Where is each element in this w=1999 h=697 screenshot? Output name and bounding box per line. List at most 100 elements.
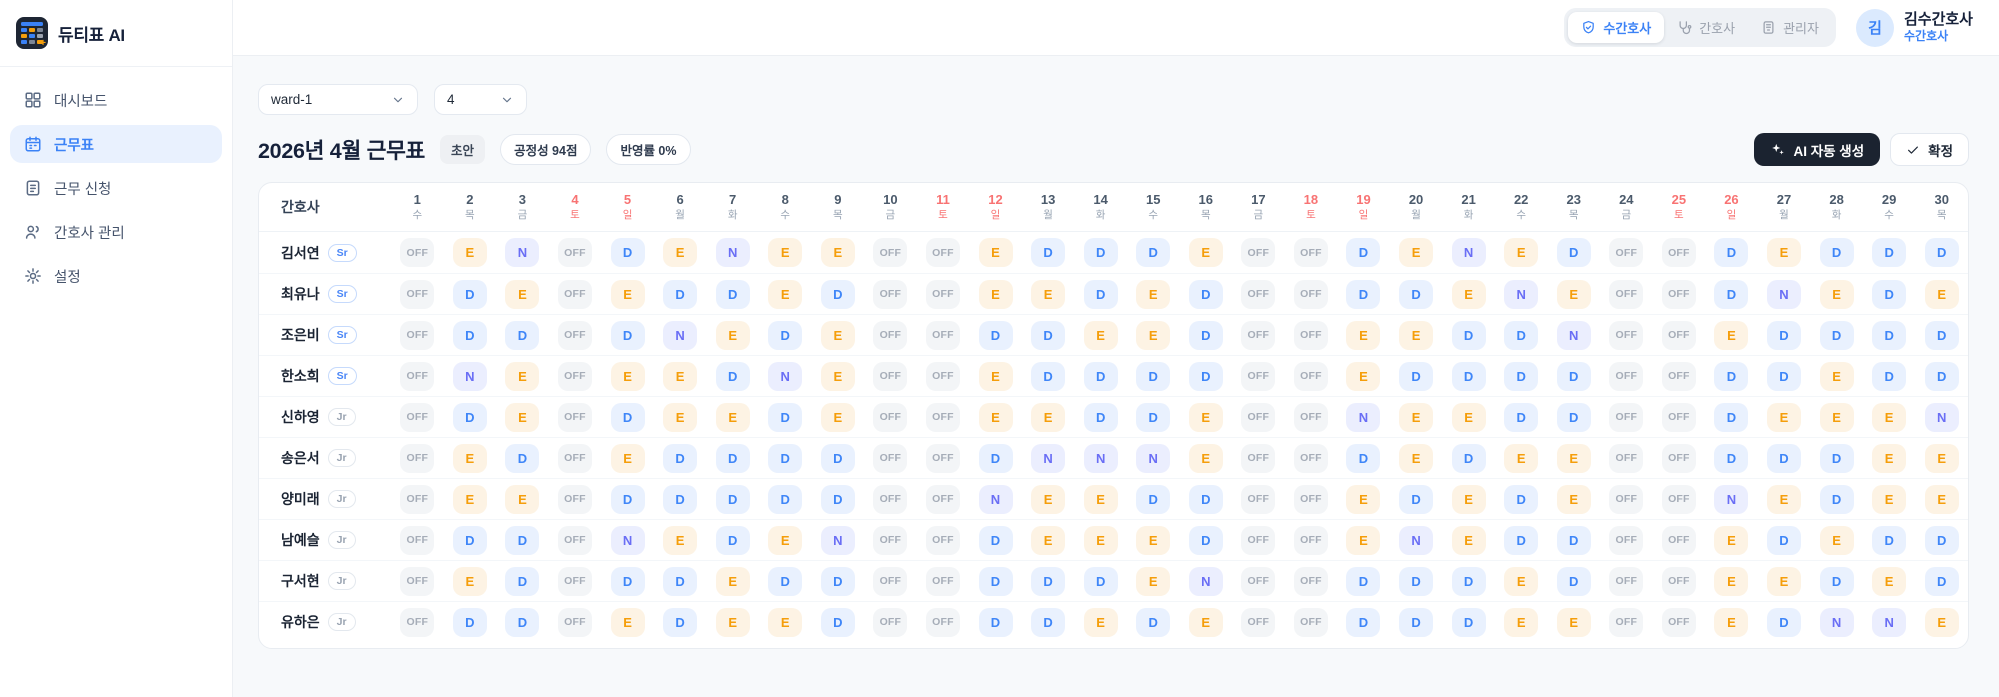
shift-badge[interactable]: D xyxy=(1346,238,1381,267)
shift-badge[interactable]: OFF xyxy=(1293,402,1328,432)
shift-badge[interactable]: E xyxy=(1399,238,1434,267)
shift-cell[interactable]: E xyxy=(1915,484,1968,514)
shift-badge[interactable]: OFF xyxy=(925,238,960,267)
shift-badge[interactable]: OFF xyxy=(1241,443,1276,473)
shift-cell[interactable]: E xyxy=(601,607,654,637)
shift-badge[interactable]: E xyxy=(610,443,645,473)
shift-cell[interactable]: D xyxy=(654,566,707,596)
shift-badge[interactable]: D xyxy=(505,320,540,350)
shift-cell[interactable]: E xyxy=(601,443,654,473)
shift-badge[interactable]: D xyxy=(1714,279,1749,309)
shift-badge[interactable]: E xyxy=(1872,484,1907,514)
shift-cell[interactable]: D xyxy=(1863,238,1916,267)
shift-cell[interactable]: E xyxy=(1705,566,1758,596)
shift-cell[interactable]: D xyxy=(706,361,759,391)
shift-badge[interactable]: D xyxy=(1714,443,1749,473)
shift-cell[interactable]: E xyxy=(496,402,549,432)
shift-badge[interactable]: N xyxy=(663,320,698,350)
shift-cell[interactable]: D xyxy=(654,484,707,514)
shift-badge[interactable]: E xyxy=(452,484,487,514)
month-select[interactable]: 4 xyxy=(434,84,527,115)
shift-badge[interactable]: E xyxy=(715,566,750,596)
shift-badge[interactable]: OFF xyxy=(1293,484,1328,514)
shift-badge[interactable]: E xyxy=(1136,279,1171,309)
shift-badge[interactable]: OFF xyxy=(1293,238,1328,267)
shift-cell[interactable]: D xyxy=(601,320,654,350)
shift-badge[interactable]: E xyxy=(1451,402,1486,432)
shift-badge[interactable]: E xyxy=(1031,484,1066,514)
shift-cell[interactable]: E xyxy=(1179,443,1232,473)
shift-cell[interactable]: OFF xyxy=(1232,566,1285,596)
shift-cell[interactable]: D xyxy=(969,443,1022,473)
shift-badge[interactable]: OFF xyxy=(925,402,960,432)
shift-badge[interactable]: OFF xyxy=(557,361,592,391)
sidebar-item-schedule[interactable]: 근무표 xyxy=(10,125,222,163)
shift-cell[interactable]: OFF xyxy=(391,402,444,432)
shift-cell[interactable]: OFF xyxy=(1285,525,1338,555)
shift-cell[interactable]: N xyxy=(444,361,497,391)
shift-cell[interactable]: E xyxy=(1810,361,1863,391)
shift-cell[interactable]: E xyxy=(1810,525,1863,555)
shift-badge[interactable]: E xyxy=(1872,443,1907,473)
shift-badge[interactable]: OFF xyxy=(557,320,592,350)
shift-cell[interactable]: OFF xyxy=(549,320,602,350)
shift-cell[interactable]: OFF xyxy=(864,566,917,596)
shift-badge[interactable]: OFF xyxy=(925,320,960,350)
shift-badge[interactable]: OFF xyxy=(1241,279,1276,309)
shift-cell[interactable]: OFF xyxy=(549,402,602,432)
shift-cell[interactable]: OFF xyxy=(391,607,444,637)
shift-cell[interactable]: E xyxy=(1547,484,1600,514)
shift-badge[interactable]: D xyxy=(1872,525,1907,555)
shift-badge[interactable]: D xyxy=(1136,484,1171,514)
shift-badge[interactable]: D xyxy=(1451,443,1486,473)
shift-cell[interactable]: N xyxy=(1074,443,1127,473)
shift-badge[interactable]: D xyxy=(452,607,487,637)
shift-cell[interactable]: OFF xyxy=(1600,525,1653,555)
shift-cell[interactable]: E xyxy=(1337,525,1390,555)
shift-cell[interactable]: D xyxy=(1547,402,1600,432)
shift-badge[interactable]: D xyxy=(1136,238,1171,267)
shift-cell[interactable]: N xyxy=(969,484,1022,514)
shift-cell[interactable]: OFF xyxy=(1285,361,1338,391)
shift-cell[interactable]: E xyxy=(1915,279,1968,309)
shift-cell[interactable]: D xyxy=(759,402,812,432)
shift-badge[interactable]: D xyxy=(610,320,645,350)
shift-badge[interactable]: N xyxy=(1924,402,1959,432)
shift-cell[interactable]: E xyxy=(496,484,549,514)
shift-badge[interactable]: D xyxy=(1083,566,1118,596)
shift-cell[interactable]: E xyxy=(444,238,497,267)
shift-badge[interactable]: OFF xyxy=(400,525,435,555)
shift-cell[interactable]: E xyxy=(1495,607,1548,637)
shift-badge[interactable]: OFF xyxy=(557,484,592,514)
shift-badge[interactable]: D xyxy=(820,607,855,637)
shift-cell[interactable]: E xyxy=(444,443,497,473)
shift-badge[interactable]: E xyxy=(1819,402,1854,432)
shift-cell[interactable]: D xyxy=(1810,566,1863,596)
shift-badge[interactable]: D xyxy=(820,443,855,473)
shift-cell[interactable]: D xyxy=(496,607,549,637)
shift-badge[interactable]: OFF xyxy=(1661,402,1696,432)
shift-cell[interactable]: E xyxy=(1495,238,1548,267)
shift-badge[interactable]: OFF xyxy=(1609,566,1644,596)
shift-badge[interactable]: D xyxy=(1188,279,1223,309)
shift-cell[interactable]: D xyxy=(1390,279,1443,309)
shift-cell[interactable]: D xyxy=(1810,238,1863,267)
shift-badge[interactable]: OFF xyxy=(873,402,908,432)
shift-badge[interactable]: OFF xyxy=(557,525,592,555)
shift-cell[interactable]: D xyxy=(1442,566,1495,596)
shift-cell[interactable]: OFF xyxy=(1232,402,1285,432)
shift-badge[interactable]: E xyxy=(1767,238,1801,267)
shift-cell[interactable]: OFF xyxy=(549,361,602,391)
shift-cell[interactable]: D xyxy=(1547,361,1600,391)
shift-cell[interactable]: OFF xyxy=(864,484,917,514)
shift-cell[interactable]: D xyxy=(1810,484,1863,514)
shift-cell[interactable]: OFF xyxy=(1600,320,1653,350)
shift-cell[interactable]: OFF xyxy=(917,443,970,473)
shift-badge[interactable]: E xyxy=(1188,402,1223,432)
shift-badge[interactable]: E xyxy=(1504,607,1539,637)
shift-cell[interactable]: E xyxy=(1442,279,1495,309)
shift-cell[interactable]: D xyxy=(1915,361,1968,391)
shift-badge[interactable]: E xyxy=(663,525,698,555)
shift-badge[interactable]: E xyxy=(1188,238,1223,267)
shift-badge[interactable]: D xyxy=(1451,320,1486,350)
